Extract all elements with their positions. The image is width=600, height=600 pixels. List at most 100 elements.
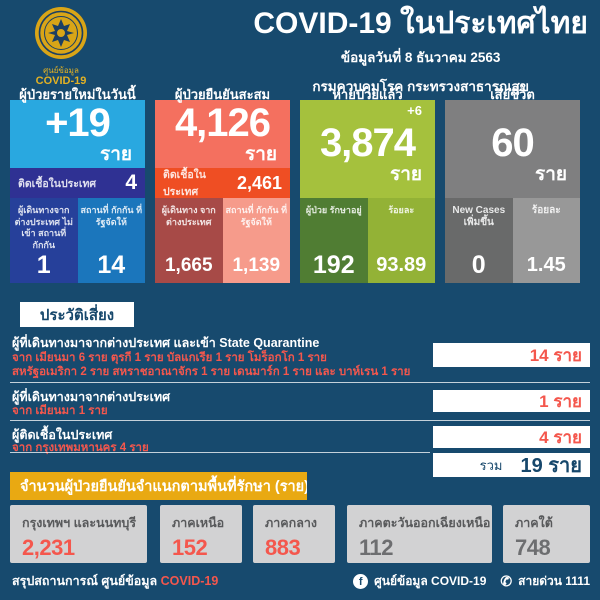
deaths-value: 60 xyxy=(491,121,535,165)
recovered-value: 3,874 xyxy=(319,121,416,165)
region-name: กรุงเทพฯ และนนทบุรี xyxy=(22,516,137,530)
state-quarantine-box: สถานที่ กักกัน ที่รัฐจัดให้ 1,139 xyxy=(222,198,290,283)
card-cumulative-confirmed: ผู้ป่วยยืนยันสะสม 4,126 ราย ติดเชื้อในปร… xyxy=(155,84,290,283)
recovered-hero: +6 3,874 ราย xyxy=(300,100,435,198)
box-value: 1 xyxy=(36,251,51,279)
divider xyxy=(10,382,590,383)
box-label: ผู้เดินทาง จากต่างประเทศ xyxy=(161,205,216,227)
domestic-infection-row: ติดเชื้อในประเทศ 4 xyxy=(10,168,145,198)
phone-icon: ✆ xyxy=(500,573,513,589)
facebook-icon: f xyxy=(353,574,369,589)
new-cases-value: +19 xyxy=(45,101,111,145)
risk-row-1-detail-1: จาก เมียนมา 6 ราย ตุรกี 1 ราย บัลแกเรีย … xyxy=(12,352,327,364)
risk-history-title-box: ประวัติเสี่ยง xyxy=(20,302,134,327)
unit-label: ราย xyxy=(244,144,277,165)
travelers-no-quarantine-box: ผู้เดินทางจาก ต่างประเทศ ไม่เข้า สถานที่… xyxy=(10,198,78,283)
region-name: ภาคใต้ xyxy=(515,516,553,530)
new-cases-hero: +19 ราย xyxy=(10,100,145,168)
unit-label: ราย xyxy=(99,144,132,165)
in-treatment-box: ผู้ป่วย รักษาอยู่ 192 xyxy=(300,198,368,283)
region-northeast: ภาคตะวันออกเฉียงเหนือ 112 xyxy=(347,505,492,563)
region-value: 883 xyxy=(265,535,301,560)
region-north: ภาคเหนือ 152 xyxy=(160,505,242,563)
region-value: 112 xyxy=(359,535,394,560)
risk-row-1-detail-2: สหรัฐอเมริกา 2 ราย สหราชอาณาจักร 1 ราย เ… xyxy=(12,366,411,378)
box-value: 1,665 xyxy=(164,255,213,276)
ddc-seal-icon xyxy=(34,7,88,64)
risk-row-1-title: ผู้ที่เดินทางมาจากต่างประเทศ และเข้า Sta… xyxy=(12,336,320,350)
recovered-percent-box: ร้อยละ 93.89 xyxy=(367,198,435,283)
footer-summary: สรุปสถานการณ์ ศูนย์ข้อมูล COVID-19 xyxy=(12,571,218,591)
risk-row-2-title: ผู้ที่เดินทางมาจากต่างประเทศ xyxy=(12,390,171,404)
card-title: ผู้ป่วยรายใหม่ในวันนี้ xyxy=(19,87,136,102)
total-label: รวม xyxy=(479,457,503,473)
risk-row-2-count: 1 ราย xyxy=(539,391,582,411)
box-label: ร้อยละ xyxy=(388,205,415,215)
logo-caption: ศูนย์ข้อมูล xyxy=(43,66,79,75)
footer-contacts: f ศูนย์ข้อมูล COVID-19 ✆ สายด่วน 1111 xyxy=(353,572,590,591)
facebook-page-label: ศูนย์ข้อมูล COVID-19 xyxy=(374,574,487,588)
box-value: 192 xyxy=(312,251,355,279)
region-name: ภาคตะวันออกเฉียงเหนือ xyxy=(359,516,491,530)
card-title: ผู้ป่วยยืนยันสะสม xyxy=(174,87,271,102)
report-date: ข้อมูลวันที่ 8 ธันวาคม 2563 xyxy=(340,50,501,65)
org-name: กรมควบคุมโรค กระทรวงสาธารณสุข xyxy=(312,79,529,94)
travelers-abroad-box: ผู้เดินทาง จากต่างประเทศ 1,665 xyxy=(155,198,223,283)
risk-row-1-count: 14 ราย xyxy=(529,345,582,365)
region-value: 748 xyxy=(515,535,551,560)
box-label: ผู้เดินทางจาก ต่างประเทศ ไม่เข้า สถานที่… xyxy=(14,205,73,250)
risk-row-2-detail-1: จาก เมียนมา 1 ราย xyxy=(12,405,108,417)
region-section-title: จำนวนผู้ป่วยยืนยันจำแนกตามพื้นที่รักษา (… xyxy=(20,478,307,495)
risk-row-3-count-box: 4 ราย xyxy=(433,426,590,448)
ddc-logo-block: ศูนย์ข้อมูล COVID-19 xyxy=(30,6,92,87)
unit-label: ราย xyxy=(534,164,567,185)
risk-row-3-title: ผู้ติดเชื้อในประเทศ xyxy=(12,428,113,442)
card-deaths: เสียชีวิต 60 ราย New Cases เพิ่มขึ้น 0 ร… xyxy=(445,84,580,283)
risk-row-3-detail-1: จาก กรุงเทพมหานคร 4 ราย xyxy=(12,442,149,454)
box-label: สถานที่ กักกัน ที่รัฐจัดให้ xyxy=(80,205,143,227)
cumulative-hero: 4,126 ราย xyxy=(155,100,290,168)
risk-row-3-count: 4 ราย xyxy=(539,427,582,447)
footer-summary-text: สรุปสถานการณ์ ศูนย์ข้อมูล xyxy=(12,574,158,588)
box-label: ผู้ป่วย รักษาอยู่ xyxy=(305,205,362,215)
box-label: สถานที่ กักกัน ที่รัฐจัดให้ xyxy=(225,205,288,227)
recovered-delta-badge: +6 xyxy=(407,103,422,118)
region-name: ภาคเหนือ xyxy=(172,516,225,530)
deaths-percent-box: ร้อยละ 1.45 xyxy=(512,198,580,283)
total-value: 19 ราย xyxy=(520,455,583,477)
risk-history-title: ประวัติเสี่ยง xyxy=(39,306,115,324)
footer-summary-highlight: COVID-19 xyxy=(160,574,219,588)
unit-label: ราย xyxy=(389,164,422,185)
card-title: เสียชีวิต xyxy=(490,87,535,102)
domestic-value: 4 xyxy=(125,171,137,194)
box-value: 0 xyxy=(471,251,486,279)
domestic-label: ติดเชื้อในประเทศ xyxy=(18,177,97,190)
region-value: 2,231 xyxy=(22,535,75,560)
deaths-hero: 60 ราย xyxy=(445,100,580,198)
new-deaths-box: New Cases เพิ่มขึ้น 0 xyxy=(445,198,513,283)
box-value: 93.89 xyxy=(376,254,427,276)
region-section-title-bar: จำนวนผู้ป่วยยืนยันจำแนกตามพื้นที่รักษา (… xyxy=(10,472,307,500)
logo-caption-covid: COVID-19 xyxy=(35,75,87,87)
divider xyxy=(10,452,430,453)
box-label: New Cases เพิ่มขึ้น xyxy=(452,205,506,228)
domestic-infection-row: ติดเชื้อในประเทศ 2,461 xyxy=(155,168,290,198)
page-title: COVID-19 ในประเทศไทย xyxy=(253,7,588,40)
risk-row-2-count-box: 1 ราย xyxy=(433,390,590,412)
box-label: ร้อยละ xyxy=(531,205,561,216)
divider xyxy=(10,420,590,421)
state-quarantine-box: สถานที่ กักกัน ที่รัฐจัดให้ 14 xyxy=(77,198,145,283)
header: COVID-19 ในประเทศไทย ข้อมูลวันที่ 8 ธันว… xyxy=(253,6,588,100)
card-title: หายป่วยแล้ว xyxy=(332,87,403,102)
region-bangkok-nonthaburi: กรุงเทพฯ และนนทบุรี 2,231 xyxy=(10,505,147,563)
region-name: ภาคกลาง xyxy=(265,516,317,530)
box-value: 1.45 xyxy=(526,254,566,276)
card-recovered: หายป่วยแล้ว +6 3,874 ราย ผู้ป่วย รักษาอย… xyxy=(300,84,435,283)
region-south: ภาคใต้ 748 xyxy=(503,505,590,563)
cumulative-value: 4,126 xyxy=(174,101,271,145)
risk-total-box: รวม 19 ราย xyxy=(433,453,590,477)
hotline-label: สายด่วน 1111 xyxy=(518,574,590,588)
domestic-value: 2,461 xyxy=(236,172,282,193)
deaths-delta-spacer xyxy=(445,104,580,120)
